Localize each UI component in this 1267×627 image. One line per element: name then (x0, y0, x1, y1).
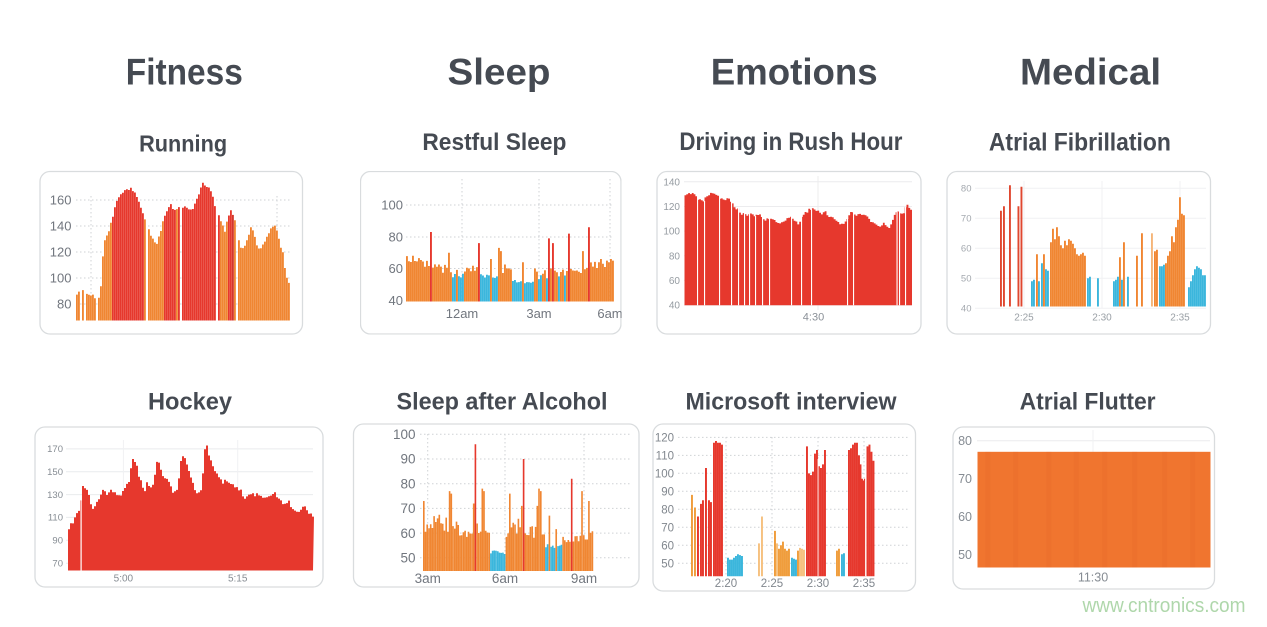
svg-text:150: 150 (47, 467, 63, 478)
svg-text:60: 60 (400, 526, 415, 541)
svg-text:70: 70 (52, 559, 63, 570)
svg-text:11:30: 11:30 (1078, 571, 1108, 585)
svg-text:Restful Sleep: Restful Sleep (422, 129, 566, 156)
svg-text:130: 130 (47, 490, 63, 501)
svg-text:6am: 6am (492, 571, 518, 586)
svg-text:12am: 12am (446, 306, 479, 321)
svg-text:4:30: 4:30 (803, 312, 824, 324)
svg-text:Atrial Fibrillation: Atrial Fibrillation (989, 128, 1171, 156)
svg-text:9am: 9am (571, 571, 597, 586)
svg-text:60: 60 (958, 510, 972, 524)
svg-text:2:30: 2:30 (1092, 313, 1112, 324)
svg-text:40: 40 (389, 293, 403, 308)
svg-text:140: 140 (50, 219, 72, 234)
svg-text:110: 110 (656, 451, 674, 463)
svg-text:110: 110 (48, 513, 63, 524)
svg-text:Atrial Flutter: Atrial Flutter (1020, 388, 1156, 415)
svg-text:6am: 6am (597, 306, 622, 321)
svg-text:120: 120 (50, 245, 72, 260)
svg-text:60: 60 (961, 244, 972, 255)
svg-text:70: 70 (958, 472, 972, 486)
svg-text:80: 80 (57, 297, 71, 312)
svg-text:80: 80 (400, 476, 415, 491)
svg-text:60: 60 (669, 276, 681, 287)
svg-text:120: 120 (655, 433, 674, 445)
svg-text:2:35: 2:35 (1170, 313, 1190, 324)
svg-text:50: 50 (958, 548, 972, 562)
svg-text:Sleep after Alcohol: Sleep after Alcohol (397, 388, 608, 415)
svg-text:2:30: 2:30 (807, 578, 829, 590)
svg-text:Microsoft interview: Microsoft interview (686, 388, 897, 415)
svg-text:50: 50 (961, 274, 972, 285)
svg-text:Running: Running (139, 130, 227, 156)
svg-text:Sleep: Sleep (448, 51, 551, 92)
svg-text:40: 40 (961, 304, 972, 315)
svg-text:Driving in Rush Hour: Driving in Rush Hour (679, 128, 902, 156)
svg-text:60: 60 (661, 540, 674, 552)
svg-text:80: 80 (669, 251, 681, 262)
svg-text:90: 90 (52, 536, 63, 547)
svg-text:Medical: Medical (1020, 51, 1161, 92)
svg-text:90: 90 (661, 486, 674, 498)
svg-text:2:25: 2:25 (761, 578, 783, 590)
svg-text:5:15: 5:15 (228, 574, 248, 585)
svg-text:170: 170 (47, 444, 63, 455)
svg-text:70: 70 (961, 214, 972, 225)
svg-text:140: 140 (663, 177, 680, 188)
svg-text:2:20: 2:20 (715, 578, 737, 590)
svg-text:70: 70 (661, 522, 674, 534)
svg-text:50: 50 (400, 551, 415, 566)
svg-text:50: 50 (661, 558, 674, 570)
svg-text:2:25: 2:25 (1014, 313, 1034, 324)
svg-text:Fitness: Fitness (126, 51, 243, 92)
svg-text:100: 100 (50, 271, 72, 286)
svg-text:80: 80 (389, 230, 403, 245)
svg-text:80: 80 (958, 434, 972, 448)
svg-text:70: 70 (400, 501, 415, 516)
svg-text:5:00: 5:00 (114, 574, 134, 585)
svg-text:3am: 3am (526, 306, 551, 321)
svg-text:60: 60 (389, 261, 403, 276)
svg-text:www.cntronics.com: www.cntronics.com (1082, 595, 1246, 617)
svg-text:100: 100 (393, 427, 416, 442)
svg-text:80: 80 (661, 504, 674, 516)
svg-text:120: 120 (663, 202, 680, 213)
svg-text:90: 90 (400, 452, 415, 467)
svg-text:2:35: 2:35 (853, 578, 875, 590)
svg-text:3am: 3am (415, 571, 441, 586)
svg-text:100: 100 (663, 227, 680, 238)
svg-text:160: 160 (50, 193, 72, 208)
svg-text:100: 100 (655, 468, 674, 480)
svg-text:40: 40 (669, 301, 681, 312)
svg-text:100: 100 (381, 198, 403, 213)
svg-text:80: 80 (961, 184, 972, 195)
svg-text:Hockey: Hockey (148, 388, 233, 415)
svg-text:Emotions: Emotions (711, 51, 878, 92)
